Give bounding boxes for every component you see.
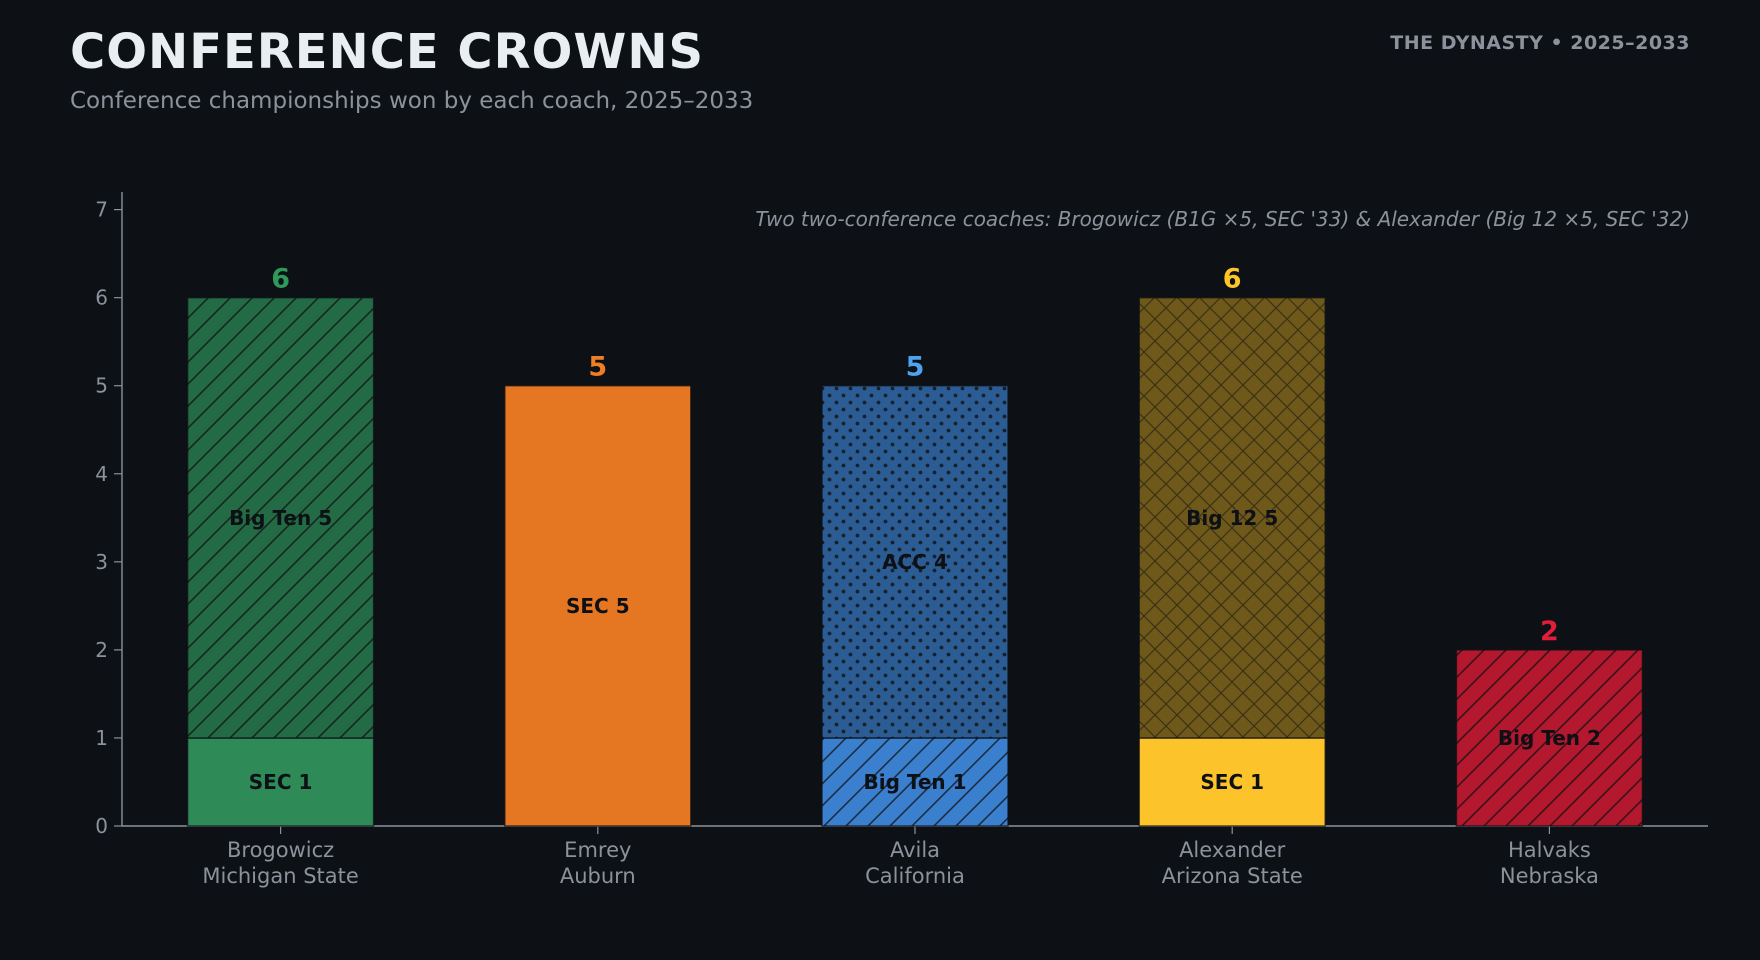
bar-total-label: 6 xyxy=(271,264,290,295)
x-tick-label: Avila xyxy=(890,838,940,862)
x-tick-label: Auburn xyxy=(560,864,636,888)
segment-label: Big Ten 5 xyxy=(229,506,332,530)
x-tick-label: Alexander xyxy=(1179,838,1286,862)
bars-group xyxy=(186,296,1644,827)
bar-segment-hatch xyxy=(822,385,1008,738)
x-tick-label: Arizona State xyxy=(1162,864,1303,888)
y-tick-label: 3 xyxy=(95,550,108,574)
bar-segment-outline xyxy=(821,384,1009,739)
bar-segment-hatch xyxy=(187,297,374,738)
bar-segment xyxy=(504,385,691,826)
x-tick-label: Michigan State xyxy=(202,864,358,888)
bar-total-label: 2 xyxy=(1540,616,1559,647)
x-tick-label: Brogowicz xyxy=(227,838,334,862)
page-title: CONFERENCE CROWNS xyxy=(70,24,705,80)
bar-segment-outline xyxy=(186,296,375,739)
bar-segment-outline xyxy=(504,384,692,827)
bar-total-label: 5 xyxy=(588,352,607,383)
x-tick-label: Emrey xyxy=(564,838,631,862)
segment-label: Big 12 5 xyxy=(1186,506,1278,530)
y-tick-label: 7 xyxy=(95,198,108,222)
bar-segment-hatch xyxy=(1456,649,1643,826)
x-tick-label: Nebraska xyxy=(1500,864,1599,888)
x-tick-label: California xyxy=(865,864,965,888)
x-tick-label: Halvaks xyxy=(1508,838,1591,862)
bar-segment xyxy=(1139,737,1326,826)
segment-label: SEC 5 xyxy=(566,594,630,618)
y-tick-label: 4 xyxy=(95,462,108,486)
bar-segment-hatch xyxy=(1139,297,1326,738)
y-tick-label: 2 xyxy=(95,638,108,662)
segment-label: SEC 1 xyxy=(1200,770,1264,794)
brand-label: THE DYNASTY • 2025–2033 xyxy=(1390,32,1690,54)
segment-label: Big Ten 1 xyxy=(863,770,966,794)
segment-label: ACC 4 xyxy=(882,550,948,574)
y-tick-label: 1 xyxy=(95,726,108,750)
y-tick-label: 6 xyxy=(95,286,108,310)
segment-label: Big Ten 2 xyxy=(1498,726,1601,750)
y-tick-label: 0 xyxy=(95,814,108,838)
bar-segment-outline xyxy=(1138,296,1326,739)
page-subtitle: Conference championships won by each coa… xyxy=(70,88,754,114)
labels-group: SEC 1 Big Ten 5 6 SEC 5 5 Big Ten 1 ACC 4 5 SEC … xyxy=(229,264,1601,794)
bar-segment-outline xyxy=(1455,649,1644,827)
chart-annotation: Two two-conference coaches: Brogowicz (B… xyxy=(755,207,1690,231)
bar-total-label: 5 xyxy=(906,352,925,383)
bar-segment xyxy=(187,737,374,826)
y-tick-label: 5 xyxy=(95,374,108,398)
segment-label: SEC 1 xyxy=(249,770,313,794)
bar-total-label: 6 xyxy=(1223,264,1242,295)
bar-segment-hatch xyxy=(822,737,1008,826)
